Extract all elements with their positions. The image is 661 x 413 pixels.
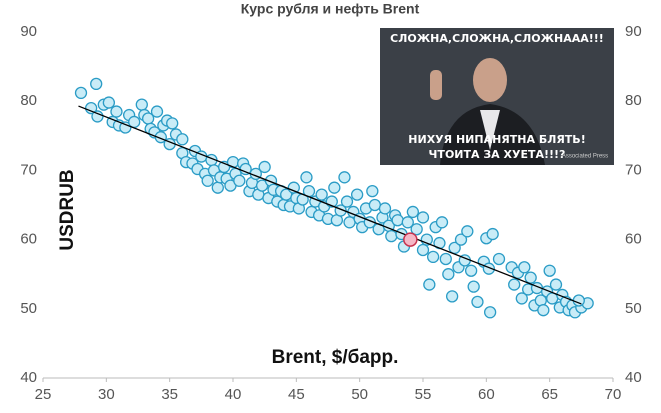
y2-tick-label: 40 — [625, 369, 642, 386]
scatter-point — [410, 223, 423, 236]
x-tick-label: 25 — [35, 386, 52, 403]
scatter-point — [464, 264, 478, 277]
y-tick-label: 80 — [20, 92, 37, 109]
scatter-point — [492, 252, 506, 266]
y2-tick-label: 70 — [625, 161, 642, 178]
y-tick-label: 70 — [20, 161, 37, 178]
scatter-point — [74, 86, 88, 100]
x-tick-label: 55 — [415, 386, 432, 403]
scatter-point — [435, 216, 449, 229]
y-tick-label: 50 — [20, 300, 37, 317]
scatter-point — [439, 252, 452, 266]
scatter-point — [426, 250, 440, 264]
scatter-point — [537, 304, 550, 317]
y2-tick-label: 50 — [625, 300, 642, 317]
y-axis-label: USDRUB — [57, 169, 78, 250]
x-tick-label: 60 — [478, 386, 495, 403]
scatter-point — [287, 181, 300, 194]
x-axis-label: Brent, $/барр. — [272, 347, 399, 368]
scatter-point — [454, 233, 468, 246]
scatter-point — [445, 290, 459, 303]
scatter-point — [549, 278, 563, 291]
scatter-point — [366, 185, 379, 198]
y-tick-label: 90 — [20, 23, 37, 40]
y2-tick-label: 90 — [625, 23, 642, 40]
scatter-point — [423, 278, 436, 291]
scatter-point — [416, 211, 430, 224]
meme-caption: ЧТОИТА ЗА ХУЕТА!!!? — [429, 148, 566, 161]
highlight-point — [403, 232, 418, 247]
scatter-point — [483, 306, 497, 319]
scatter-point — [518, 261, 531, 274]
scatter-point — [150, 105, 164, 118]
x-tick-label: 40 — [225, 386, 242, 403]
x-tick-label: 50 — [351, 386, 368, 403]
scatter-point — [328, 181, 341, 194]
scatter-point — [524, 271, 537, 284]
meme-caption: НИХУЯ НИПАНЯТНА БЛЯТЬ! — [408, 133, 585, 146]
scatter-point — [338, 171, 351, 184]
y2-tick-label: 80 — [625, 92, 642, 109]
scatter-point — [258, 160, 271, 174]
x-tick-label: 30 — [98, 386, 115, 403]
scatter-point — [201, 174, 214, 187]
scatter-point — [572, 294, 585, 307]
hand — [430, 70, 442, 100]
y-tick-label: 60 — [20, 231, 37, 248]
scatter-point — [486, 227, 499, 241]
meme-image: СЛОЖНА,СЛОЖНА,СЛОЖНААА!!! НИХУЯ НИПАНЯТН… — [380, 28, 614, 165]
scatter-point — [467, 280, 480, 293]
face — [473, 58, 507, 102]
scatter-point — [471, 295, 484, 309]
scatter-point — [401, 216, 414, 229]
scatter-point — [166, 117, 179, 130]
watermark: Associated Press — [562, 154, 608, 160]
y-tick-label: 40 — [20, 369, 37, 386]
scatter-point — [315, 188, 328, 201]
scatter-point — [90, 77, 103, 91]
x-tick-label: 65 — [541, 386, 558, 403]
shirt — [480, 110, 500, 150]
scatter-point — [343, 216, 356, 229]
scatter-point — [110, 105, 123, 118]
scatter-point — [368, 198, 382, 212]
scatter-point — [211, 181, 224, 194]
scatter-point — [391, 214, 404, 227]
scatter-point — [406, 205, 420, 219]
scatter-point — [508, 278, 521, 291]
scatter-point — [233, 174, 246, 187]
y2-tick-label: 60 — [625, 231, 642, 248]
scatter-point — [135, 98, 148, 111]
trend-line — [78, 105, 582, 305]
x-tick-label: 70 — [605, 386, 622, 403]
scatter-point — [350, 188, 364, 201]
scatter-point — [543, 264, 556, 277]
scatter-point — [461, 225, 474, 238]
scatter-point — [416, 243, 430, 257]
scatter-point — [515, 292, 528, 305]
scatter-point — [300, 171, 313, 184]
scatter-point — [176, 133, 189, 146]
scatter-point — [442, 268, 455, 281]
scatter-point — [385, 229, 398, 243]
chart-title: Курс рубля и нефть Brent — [241, 1, 420, 17]
scatter-point — [102, 96, 116, 109]
scatter-point — [378, 202, 392, 215]
scatter-point — [119, 121, 132, 134]
scatter-point — [448, 241, 461, 255]
meme-caption: СЛОЖНА,СЛОЖНА,СЛОЖНААА!!! — [390, 32, 604, 45]
scatter-point — [340, 195, 354, 208]
scatter-point — [84, 101, 98, 115]
scatter-point — [91, 110, 104, 123]
x-tick-label: 45 — [288, 386, 305, 403]
x-tick-label: 35 — [161, 386, 178, 403]
